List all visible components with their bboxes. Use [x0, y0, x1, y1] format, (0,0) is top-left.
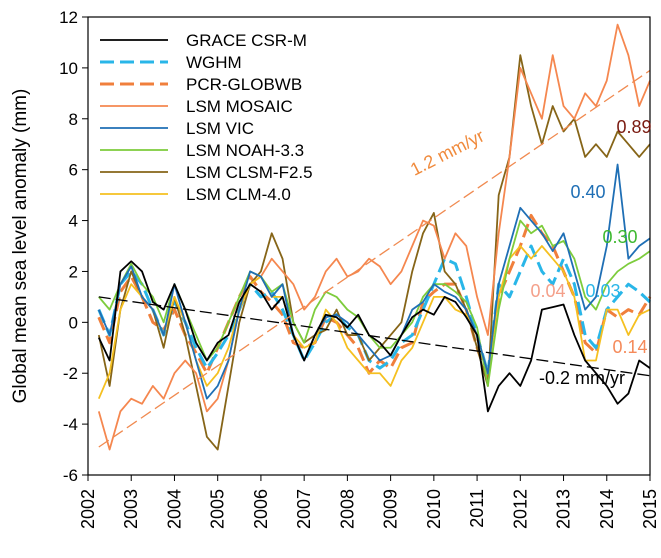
x-tick-label: 2015 [640, 489, 660, 529]
x-tick-label: 2007 [294, 489, 314, 529]
y-tick-label: 0 [69, 313, 78, 332]
legend-label: LSM VIC [186, 119, 254, 138]
x-tick-label: 2012 [510, 489, 530, 529]
legend-label: LSM CLSM-F2.5 [186, 163, 313, 182]
y-tick-label: 10 [59, 59, 78, 78]
plot-frame [87, 16, 651, 476]
legend-label: PCR-GLOBWB [186, 75, 302, 94]
y-tick-label: 8 [69, 110, 78, 129]
x-tick-label: 2006 [251, 489, 271, 529]
series-line [97, 244, 652, 375]
trend-line [98, 296, 651, 377]
x-tick-label: 2009 [381, 489, 401, 529]
y-axis-label: Global mean sea level anomaly (mm) [10, 89, 31, 404]
legend-label: LSM CLM-4.0 [186, 185, 291, 204]
y-tick-label: -2 [63, 364, 78, 383]
annotation: 0.40 [570, 182, 605, 202]
y-tick-label: 6 [69, 161, 78, 180]
x-tick-label: 2003 [121, 489, 141, 529]
annotation: 0.04 [530, 281, 565, 301]
x-tick-label: 2004 [164, 489, 184, 529]
series-line [97, 163, 651, 400]
annotation: 0.89 [616, 117, 651, 137]
x-tick-label: 2010 [424, 489, 444, 529]
annotation: 0.14 [612, 337, 647, 357]
series-line [97, 54, 651, 451]
trend-line [98, 69, 651, 448]
legend-label: GRACE CSR-M [186, 31, 307, 50]
legend-label: WGHM [186, 53, 242, 72]
legend-label: LSM NOAH-3.3 [186, 141, 304, 160]
x-tick-label: 2013 [554, 489, 574, 529]
x-tick-label: 2002 [78, 489, 98, 529]
x-tick-label: 2014 [597, 489, 617, 529]
series-line [97, 23, 651, 451]
y-tick-label: 4 [69, 212, 78, 231]
y-tick-label: -6 [63, 466, 78, 485]
y-tick-label: 2 [69, 262, 78, 281]
y-tick-label: 12 [59, 8, 78, 27]
y-tick-label: -4 [63, 415, 78, 434]
x-tick-label: 2011 [467, 489, 487, 528]
x-tick-label: 2008 [337, 489, 357, 529]
annotation: -0.2 mm/yr [539, 368, 625, 388]
series-line [97, 260, 651, 413]
annotation: 0.30 [602, 227, 637, 247]
legend-label: LSM MOSAIC [186, 97, 293, 116]
annotation: 1.2 mm/yr [407, 126, 487, 180]
x-tick-label: 2005 [208, 489, 228, 529]
annotation: 0.03 [585, 281, 620, 301]
